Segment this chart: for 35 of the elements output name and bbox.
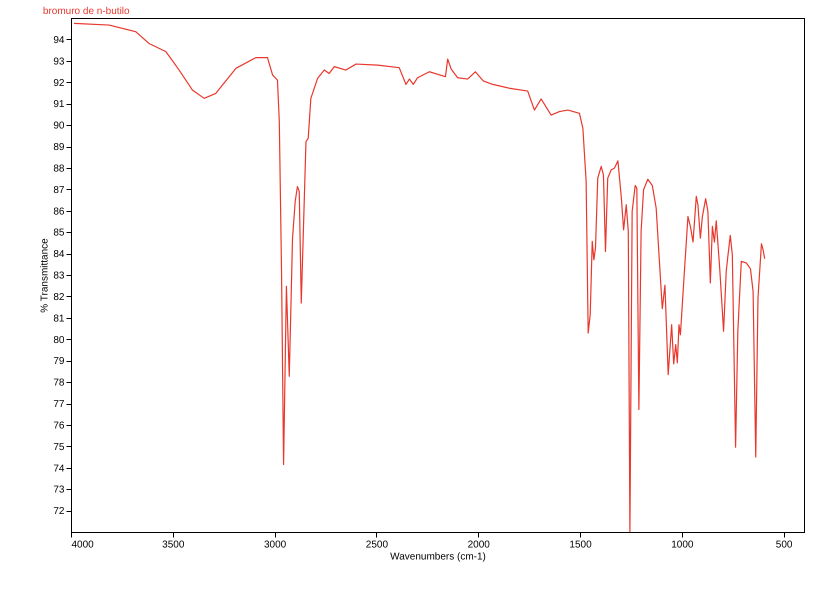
y-tick-label: 89 <box>53 142 65 153</box>
y-tick-label: 79 <box>53 356 65 368</box>
x-tick-label: 1000 <box>671 540 694 550</box>
x-tick-label: 3500 <box>162 540 185 550</box>
y-tick-label: 80 <box>53 334 65 346</box>
x-tick-label: 3000 <box>264 540 287 550</box>
y-tick-label: 85 <box>53 228 65 239</box>
y-tick-label: 93 <box>53 56 65 68</box>
y-tick-label: 72 <box>53 506 65 518</box>
y-tick-label: 92 <box>53 78 65 89</box>
y-tick-label: 90 <box>53 120 65 132</box>
y-tick-label: 94 <box>53 34 65 46</box>
y-tick-label: 87 <box>53 184 65 196</box>
x-axis-title: Wavenumbers (cm-1) <box>390 552 486 562</box>
line-series <box>73 22 766 532</box>
y-tick-label: 88 <box>53 163 65 174</box>
y-tick-label: 73 <box>53 484 65 496</box>
y-axis-title: % Transmittance <box>39 238 50 313</box>
x-tick-label: 4000 <box>72 540 94 550</box>
x-tick-label: 2000 <box>468 540 490 550</box>
y-tick-label: 78 <box>53 378 65 389</box>
y-tick-label: 81 <box>53 313 65 324</box>
chart-title: bromuro de n-butilo <box>42 6 130 17</box>
x-tick-label: 500 <box>776 540 793 550</box>
y-tick-label: 77 <box>53 399 65 410</box>
x-tick-label: 2500 <box>366 540 388 550</box>
y-tick-label: 76 <box>53 420 65 432</box>
y-tick-label: 82 <box>53 292 65 303</box>
y-tick-label: 74 <box>53 463 65 474</box>
y-tick-label: 75 <box>53 442 65 453</box>
y-tick-label: 86 <box>53 206 65 218</box>
x-tick-label: 1500 <box>569 540 592 550</box>
y-tick-label: 84 <box>53 249 65 260</box>
y-tick-label: 83 <box>53 270 65 282</box>
y-tick-label: 91 <box>53 99 65 110</box>
